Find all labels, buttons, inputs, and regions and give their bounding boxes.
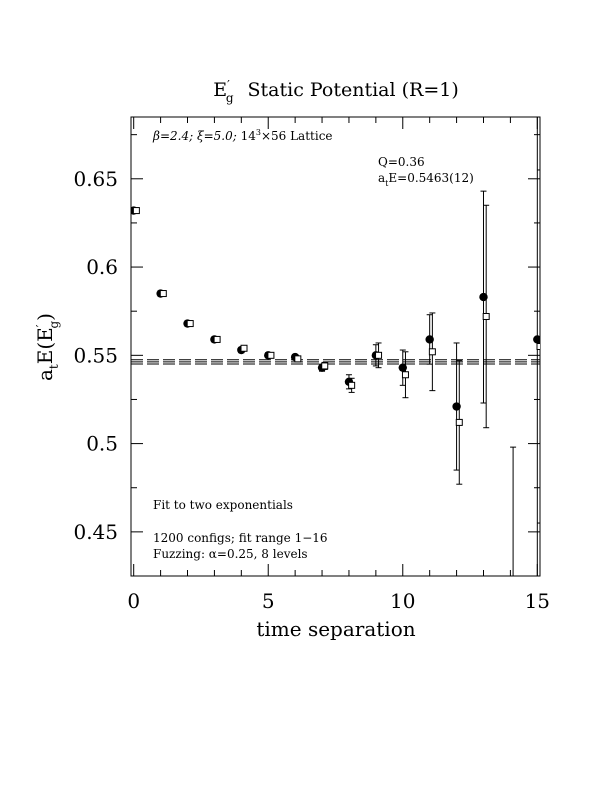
lattice-size-sup: 3 bbox=[256, 128, 261, 137]
fit-band bbox=[131, 359, 540, 365]
configs-annotation: 1200 configs; fit range 1−16 bbox=[153, 531, 328, 545]
data-point-circle bbox=[452, 402, 461, 411]
y-label-prime: ′ bbox=[34, 324, 48, 327]
data-point-circle bbox=[533, 335, 540, 344]
title-subscript: g bbox=[226, 91, 234, 105]
axis-tick-labels: 0 5 10 15 0.45 0.5 0.55 0.6 0.65 bbox=[73, 167, 550, 613]
title-rest: Static Potential (R=1) bbox=[248, 79, 459, 101]
lattice-size: 14 bbox=[241, 129, 257, 143]
data-point-square bbox=[186, 320, 194, 328]
q-annotation: Q=0.36 bbox=[378, 155, 425, 169]
data-point-square bbox=[321, 362, 329, 370]
fuzzing-annotation: Fuzzing: α=0.25, 8 levels bbox=[153, 547, 308, 561]
y-tick-label: 0.5 bbox=[86, 432, 118, 456]
x-axis-label: time separation bbox=[256, 617, 415, 641]
data-point-square bbox=[348, 381, 356, 389]
data-point-circle bbox=[479, 292, 488, 302]
x-tick-label: 0 bbox=[127, 589, 140, 613]
data-point-circle bbox=[398, 363, 407, 372]
data-points bbox=[131, 117, 540, 618]
data-point-square bbox=[213, 335, 221, 343]
fit-energy-value: E=0.5463(12) bbox=[388, 171, 473, 185]
data-point-square bbox=[482, 312, 490, 320]
x-tick-label: 5 bbox=[262, 589, 275, 613]
data-point-square bbox=[294, 355, 302, 363]
y-tick-label: 0.65 bbox=[73, 167, 118, 191]
data-point-square bbox=[401, 371, 409, 379]
data-point-square bbox=[428, 348, 436, 356]
y-label-close: ) bbox=[33, 313, 57, 321]
lattice-size-rest: ×56 Lattice bbox=[261, 129, 333, 143]
fit-energy-a: a bbox=[378, 171, 385, 185]
y-tick-label: 0.55 bbox=[73, 343, 118, 367]
data-point-square bbox=[132, 207, 140, 215]
lattice-xi: ξ=5.0; bbox=[197, 129, 237, 143]
title-prime: ′ bbox=[227, 78, 230, 92]
data-point-square bbox=[159, 290, 167, 298]
fit-method-annotation: Fit to two exponentials bbox=[153, 498, 293, 512]
x-tick-label: 15 bbox=[525, 589, 550, 613]
fit-energy-annotation: atE=0.5463(12) bbox=[378, 171, 474, 188]
data-point-square bbox=[240, 344, 248, 352]
svg-text:atE(E′g): atE(E′g) bbox=[33, 313, 61, 381]
lattice-beta: β=2.4; bbox=[152, 129, 193, 143]
data-point-square bbox=[510, 612, 516, 618]
y-label-t: t bbox=[47, 364, 61, 369]
x-tick-label: 10 bbox=[390, 589, 415, 613]
y-label-a: a bbox=[33, 369, 57, 381]
y-label-g: g bbox=[47, 320, 61, 328]
data-point-square bbox=[375, 351, 383, 359]
chart-title: E′ g Static Potential (R=1) bbox=[213, 78, 459, 105]
axis-ticks bbox=[131, 117, 540, 577]
y-label-e: E(E bbox=[33, 327, 57, 364]
data-point-square bbox=[267, 351, 275, 359]
y-tick-label: 0.45 bbox=[73, 520, 118, 544]
y-axis-label: atE(E′g) bbox=[33, 313, 61, 381]
title-symbol: E bbox=[213, 79, 227, 101]
y-tick-label: 0.6 bbox=[86, 255, 118, 279]
fit-energy-sub: t bbox=[385, 179, 389, 188]
lattice-annotation: β=2.4; ξ=5.0; 143×56 Lattice bbox=[152, 128, 333, 143]
data-point-square bbox=[455, 418, 463, 426]
data-point-circle bbox=[425, 335, 434, 344]
data-point-square bbox=[536, 343, 540, 350]
